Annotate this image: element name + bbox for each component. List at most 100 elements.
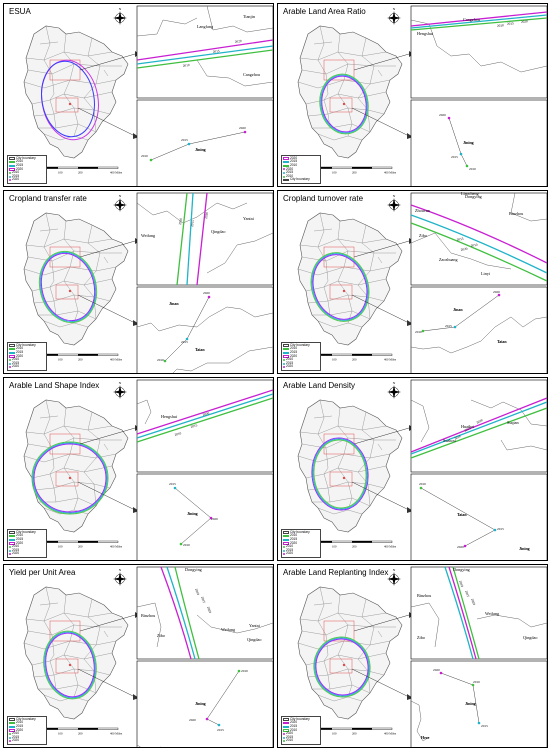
center-point-2015 [459,152,463,156]
legend-label: 2010 [12,170,20,175]
legend-row: 2020 [283,732,319,736]
center-point-2010 [419,486,423,490]
panel-title: Arable Land Area Ratio [283,7,366,16]
legend-label: 2020 [16,727,24,732]
connector-line [77,481,136,511]
ellipse-arc [136,49,273,69]
legend-symbol [283,538,289,541]
mean-center-dot [342,102,346,106]
map-legend: City boundary 2020 2015 2010 2020 2015 2010 [281,715,321,745]
city-boundary [43,25,53,75]
legend-label: 2010 [290,727,298,732]
legend-label: 2015 [286,170,294,175]
legend-symbol [283,732,285,735]
city-boundary [301,624,396,636]
city-boundary [337,640,353,698]
std-ellipse [40,252,96,322]
legend-label: 2010 [16,159,24,164]
legend-symbol [283,157,289,160]
city-boundary [312,497,371,507]
city-boundary [317,694,363,702]
panel-title: Cropland turnover rate [283,194,364,203]
legend-symbol [9,175,11,178]
inset-label: 2020 [457,545,464,549]
inset-label: 2020 [239,126,246,130]
inset-place-label: Weifang [485,611,500,616]
legend-symbol [283,344,289,347]
legend-row: 2020 [283,354,319,359]
scale-tick: 400 Miles [110,545,123,549]
legend-row: City boundary [9,717,45,722]
legend-row: City boundary [283,717,319,722]
legend-symbol [283,553,285,556]
scale-tick: 400 Miles [110,358,123,362]
inset-label: 2015 [497,527,504,531]
legend-symbol [9,344,15,347]
legend-symbol [283,168,285,171]
city-boundary [63,407,75,455]
city-boundary [25,425,113,435]
inset-place-label: 2010 [194,588,200,596]
legend-row: 2020 [283,541,319,546]
legend-row: 2010 [9,721,45,725]
city-boundary [136,306,273,332]
north-arrow-icon: N [113,381,127,399]
legend-symbol [283,355,289,358]
inset-top: Hengshui 2010 2015 2020 [136,379,273,473]
province-map [23,25,129,159]
inset-bottom: 2020 2010 Jining 2015 Heze [410,660,547,747]
inset-place-label: 2010 [174,431,182,437]
city-boundary [136,399,152,425]
inset-label: 2010 [419,482,426,486]
ellipse-arc [410,222,547,282]
inset-place-label: Weifang [141,233,156,238]
inset-label: Taian [457,512,467,517]
city-boundary [410,602,440,648]
ellipse-arc [410,11,547,27]
legend-row: 2010 [9,534,45,538]
province-map [297,212,403,346]
center-point-2010 [149,158,153,162]
center-point-2020 [209,516,213,520]
legend-label: 2010 [16,533,24,538]
legend-symbol [283,160,289,164]
legend-label: 2020 [16,540,24,545]
legend-symbol [283,549,285,552]
legend-row: 2020 [9,354,45,359]
inset-label: 2015 [481,724,488,728]
ellipse-arc [136,397,273,443]
inset-place-label: 2020 [476,418,484,425]
inset-label: 2020 [493,290,500,294]
inset-place-label: 2015 [190,423,198,429]
city-boundary [410,316,547,354]
inset-place-label: Liaocheng [461,191,480,196]
inset-place-label: Zibo [419,233,427,238]
inset-place-label: Suqian [507,420,520,425]
legend-label: 2020 [290,155,298,160]
legend-row: 2015 [9,723,45,729]
city-boundary [38,684,97,694]
legend-row: 2010 [9,171,45,175]
map-canvas: N0100200400 MilesHengshui201020152020201… [23,379,273,560]
inset-place-label: 2020 [202,411,210,417]
city-boundary [83,457,97,507]
legend-symbol [283,362,285,365]
legend-label: 2020 [12,177,20,182]
legend-label: 2010 [16,720,24,725]
inset-label: 2020 [189,718,196,722]
inset-label: 2020 [439,113,446,117]
north-arrow-icon: N [387,381,401,399]
legend-label: 2015 [16,723,24,728]
city-boundary [63,79,79,137]
north-label: N [119,381,122,385]
zoom-box [55,284,79,300]
zoom-box [55,471,79,487]
inset-label: 2015 [169,482,176,486]
ellipse-arc [176,192,188,286]
legend-row: 2020 [9,727,45,733]
city-boundary [337,33,349,81]
city-boundary [377,256,383,264]
scale-tick: 100 [332,171,337,175]
city-boundary [63,266,79,324]
